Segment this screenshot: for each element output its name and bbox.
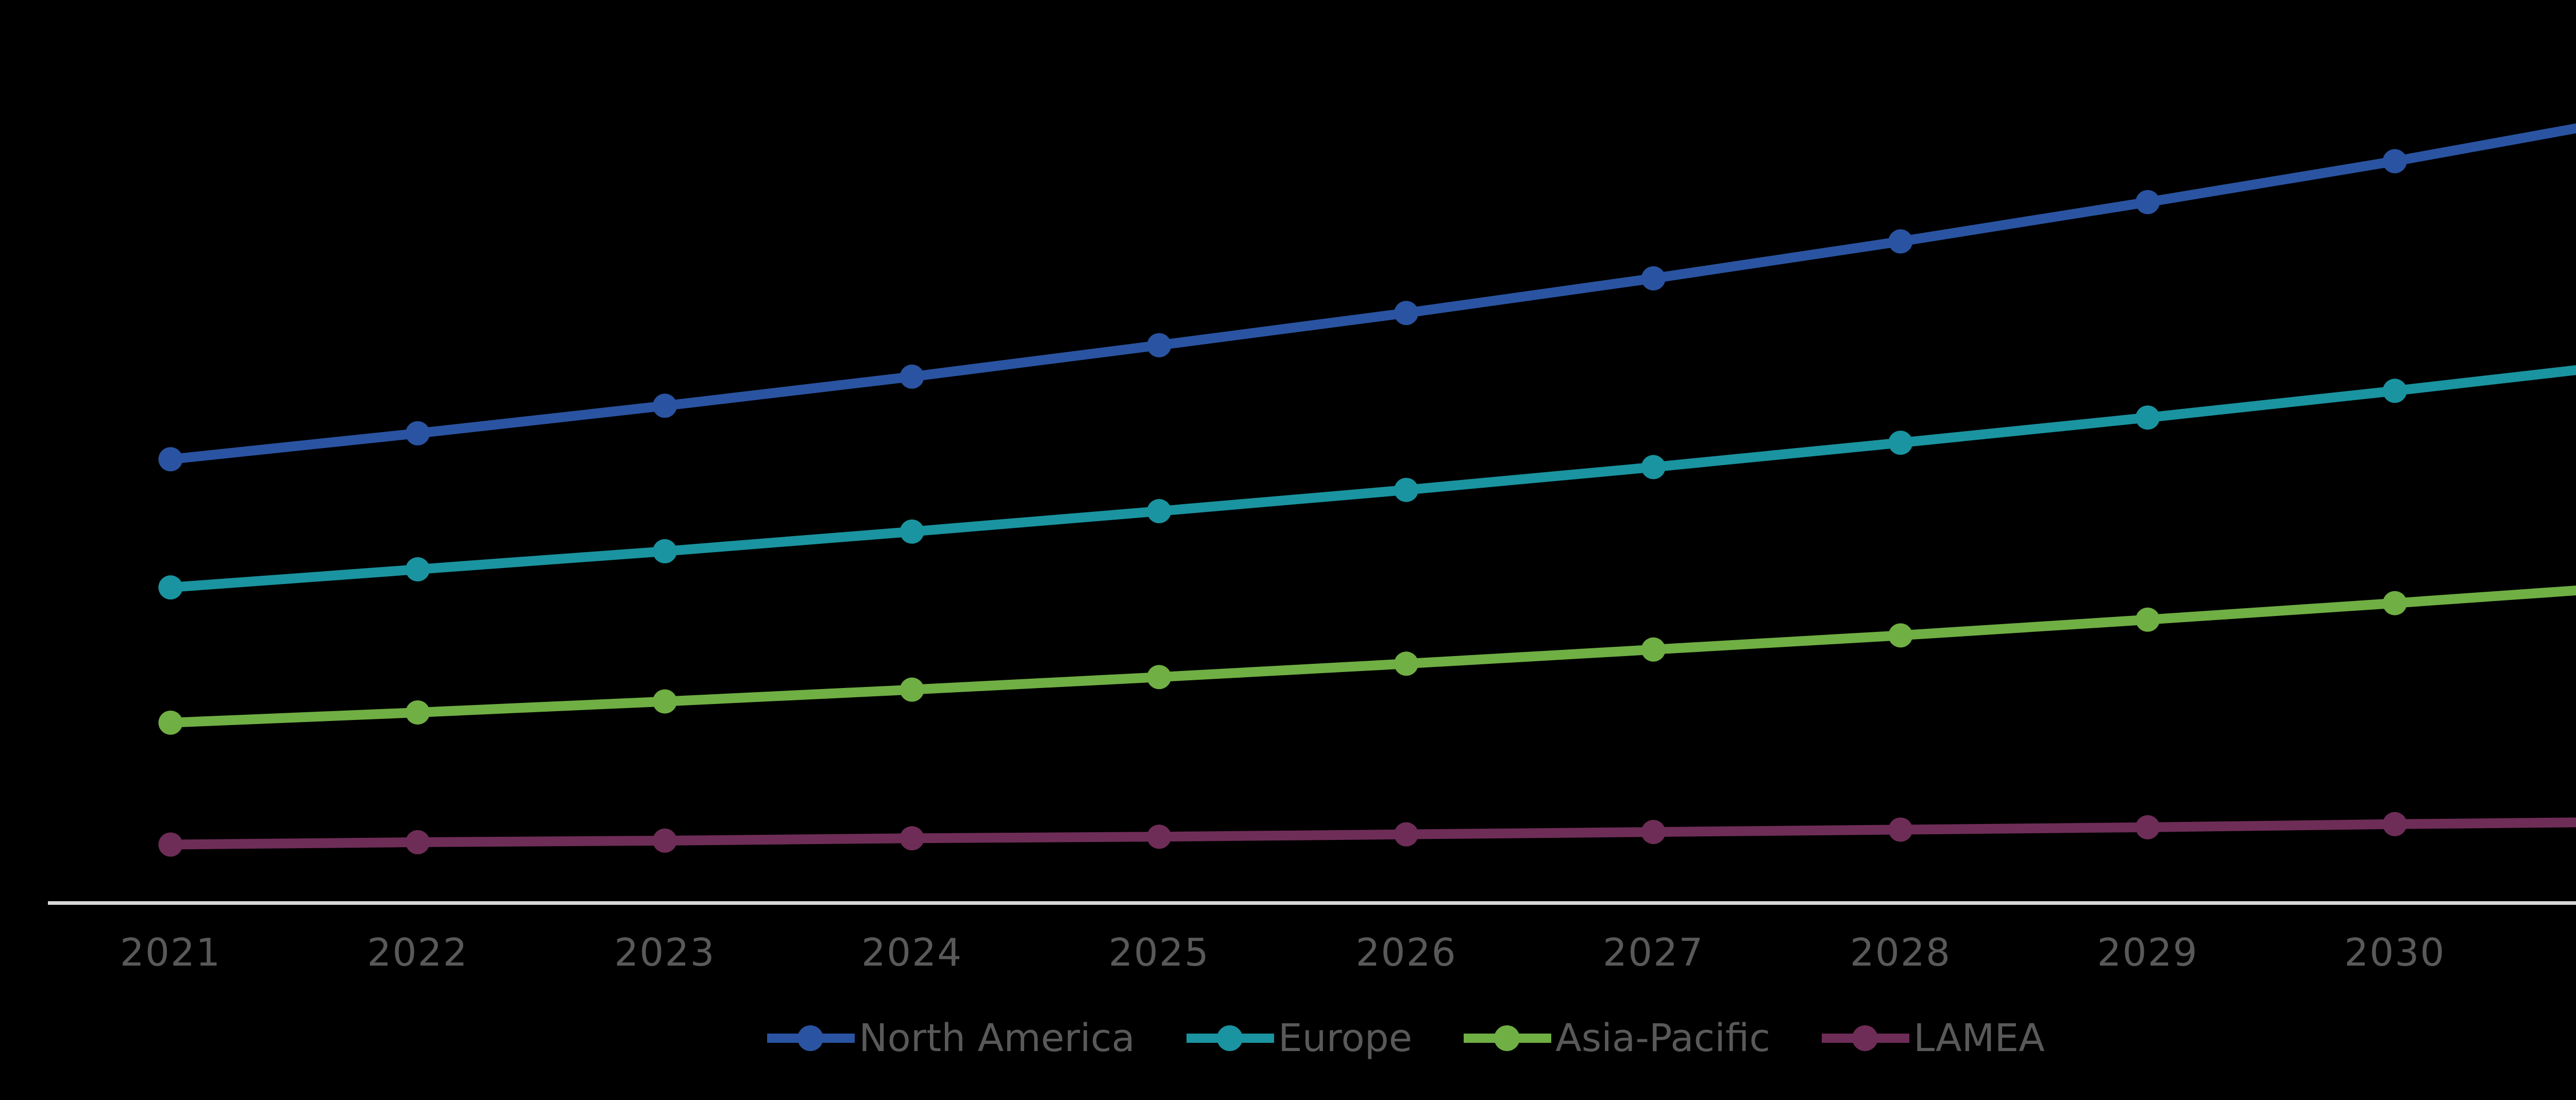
data-point-marker [1147,499,1172,524]
x-axis-tick-label: 2026 [1355,931,1457,975]
data-point-marker [2136,405,2160,430]
data-point-marker [405,557,430,582]
data-point-marker [2382,591,2407,615]
legend-label: Asia-Pacific [1555,1016,1771,1060]
data-point-marker [652,689,677,714]
data-point-marker [2136,815,2160,839]
data-point-marker [1888,623,1913,648]
data-point-marker [158,710,183,735]
data-point-marker [1888,229,1913,254]
asia-pacific-line-marker-icon [1464,1025,1552,1052]
data-point-marker [1394,301,1418,325]
data-point-marker [1147,665,1172,690]
legend-item-lamea: LAMEA [1822,1016,2045,1060]
data-point-marker [652,393,677,418]
data-point-marker [1394,651,1418,676]
data-point-marker [1147,824,1172,849]
data-point-marker [1888,817,1913,842]
x-axis-tick-label: 2021 [120,931,222,975]
data-point-marker [405,421,430,445]
data-point-marker [652,828,677,853]
legend-item-north-america: North America [767,1016,1135,1060]
data-point-marker [158,447,183,472]
data-point-marker [405,700,430,725]
lamea-line-marker-icon [1822,1025,1910,1052]
x-axis-tick-label: 2027 [1603,931,1704,975]
legend-label: North America [859,1016,1135,1060]
series-line-lamea [165,817,2576,850]
legend-label: Europe [1278,1016,1413,1060]
data-point-marker [1641,637,1666,662]
data-point-marker [900,519,924,544]
data-point-marker [2136,190,2160,214]
data-point-marker [1394,822,1418,847]
data-point-marker [158,575,183,600]
x-axis-tick-label: 2025 [1108,931,1210,975]
legend-label: LAMEA [1913,1016,2045,1060]
x-axis-tick-label: 2029 [2097,931,2198,975]
data-point-marker [2382,812,2407,836]
x-axis-tick-label: 2023 [614,931,716,975]
series-line-asia-pacific [165,586,2576,728]
x-axis-tick-label: 2024 [861,931,963,975]
data-point-marker [1888,431,1913,455]
x-axis-tick-label: 2022 [367,931,468,975]
data-point-marker [405,830,430,854]
data-point-marker [158,832,183,857]
data-point-marker [900,364,924,389]
data-point-marker [1641,266,1666,291]
series-line-europe [165,365,2576,593]
north-america-line-marker-icon [767,1025,855,1052]
data-point-marker [1147,333,1172,357]
data-point-marker [1641,455,1666,479]
data-point-marker [2382,379,2407,403]
data-point-marker [2382,149,2407,174]
series-layer [158,123,2576,857]
legend-item-europe: Europe [1186,1016,1413,1060]
legend: North America Europe Asia-Pacific LAMEA [0,1007,2576,1069]
data-point-marker [1394,477,1418,502]
data-point-marker [1641,820,1666,845]
x-axis-tick-label: 2030 [2344,931,2446,975]
data-point-marker [2136,607,2160,632]
x-axis-tick-label: 2028 [1850,931,1952,975]
legend-item-asia-pacific: Asia-Pacific [1464,1016,1770,1060]
europe-line-marker-icon [1186,1025,1274,1052]
data-point-marker [900,677,924,702]
data-point-marker [652,539,677,563]
data-point-marker [900,826,924,851]
